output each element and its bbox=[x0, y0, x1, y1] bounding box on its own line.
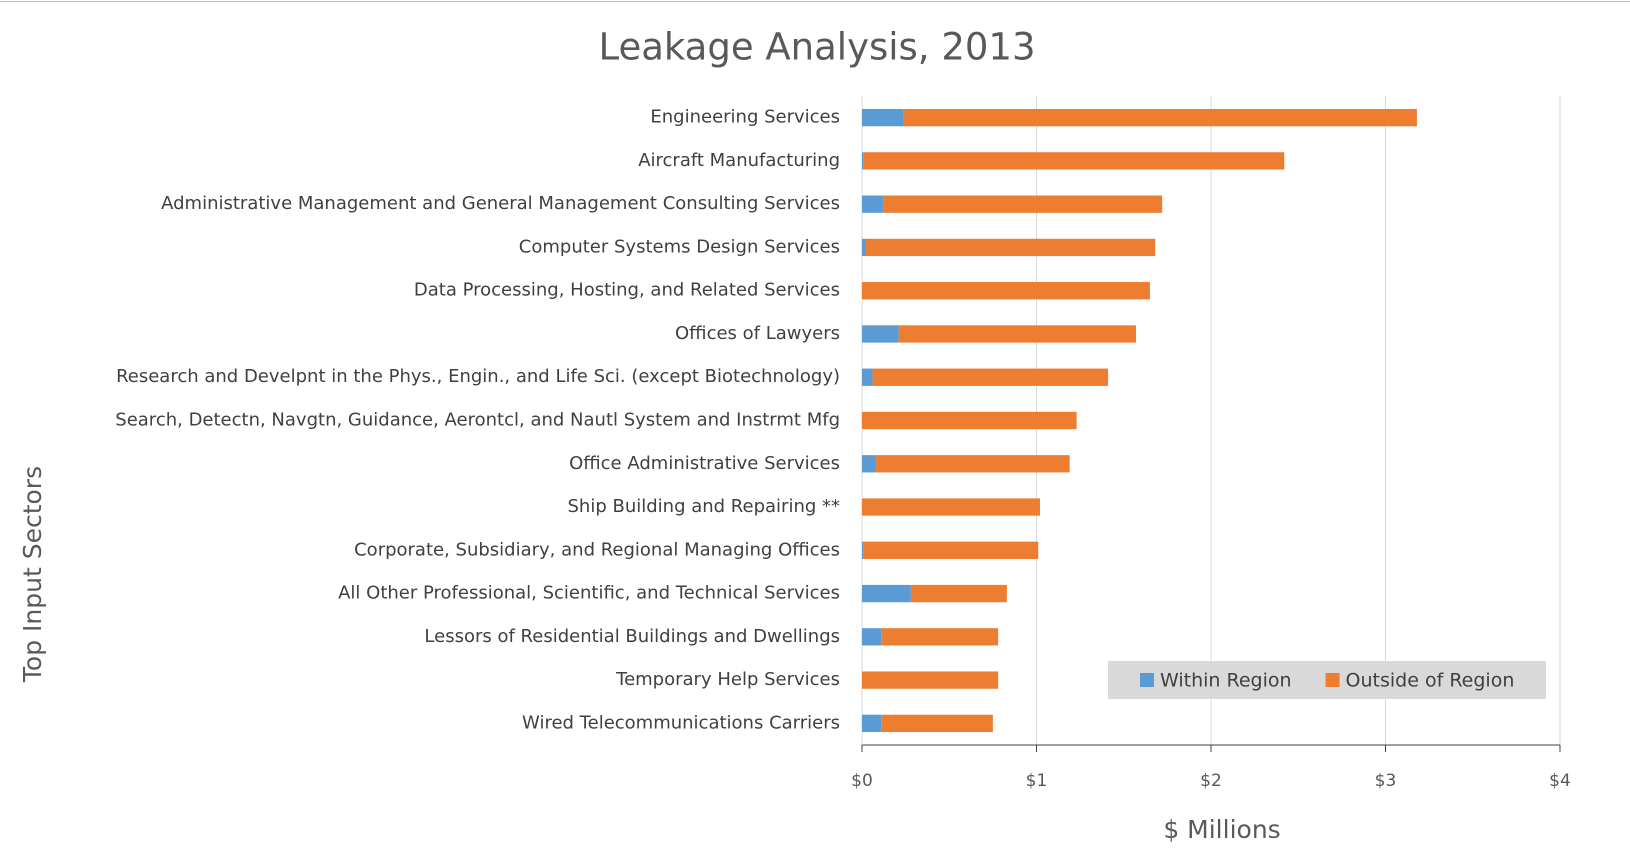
bar-segment bbox=[862, 628, 882, 646]
bar-segment bbox=[862, 671, 999, 689]
x-tick-label: $0 bbox=[851, 771, 873, 791]
bar-segment bbox=[862, 195, 883, 213]
legend-swatch bbox=[1140, 673, 1154, 687]
bar-segment bbox=[863, 152, 1285, 170]
legend-swatch bbox=[1325, 673, 1340, 687]
y-tick-label: Data Processing, Hosting, and Related Se… bbox=[414, 280, 840, 301]
y-tick-label: Office Administrative Services bbox=[569, 453, 840, 474]
bar-segment bbox=[898, 325, 1136, 343]
bar-segment bbox=[910, 584, 1007, 603]
bar-segment bbox=[865, 238, 1156, 257]
legend-label: Within Region bbox=[1160, 670, 1292, 692]
bar-segment bbox=[903, 108, 1417, 127]
y-tick-label: Temporary Help Services bbox=[615, 669, 840, 690]
y-tick-label: Wired Telecommunications Carriers bbox=[522, 712, 840, 733]
bar-segment bbox=[862, 238, 866, 257]
bar-segment bbox=[862, 152, 864, 170]
x-tick-label: $1 bbox=[1026, 771, 1048, 791]
bar-segment bbox=[862, 584, 911, 603]
y-tick-label: Administrative Management and General Ma… bbox=[161, 193, 840, 214]
bar-segment bbox=[875, 455, 1070, 473]
x-tick-label: $4 bbox=[1549, 771, 1571, 791]
y-tick-label: All Other Professional, Scientific, and … bbox=[338, 583, 840, 604]
bar-segment bbox=[862, 498, 1040, 516]
bar-segment bbox=[881, 714, 993, 733]
bar-segment bbox=[882, 195, 1163, 213]
bar-segment bbox=[862, 541, 864, 559]
y-tick-label: Search, Detectn, Navgtn, Guidance, Aeron… bbox=[115, 410, 840, 431]
bar-segment bbox=[862, 108, 904, 127]
y-axis-title: Top Input Sectors bbox=[18, 466, 47, 683]
y-tick-label: Ship Building and Repairing ** bbox=[568, 496, 841, 517]
y-tick-label: Research and Develpnt in the Phys., Engi… bbox=[116, 366, 840, 387]
y-tick-label: Lessors of Residential Buildings and Dwe… bbox=[424, 626, 840, 647]
bar-segment bbox=[862, 714, 882, 733]
y-tick-label: Computer Systems Design Services bbox=[519, 236, 840, 257]
y-tick-label: Aircraft Manufacturing bbox=[638, 150, 840, 171]
bar-segment bbox=[881, 628, 999, 646]
y-tick-label: Corporate, Subsidiary, and Regional Mana… bbox=[354, 539, 840, 560]
bar-segment bbox=[872, 368, 1109, 386]
bar-segment bbox=[862, 455, 876, 473]
x-tick-label: $3 bbox=[1375, 771, 1397, 791]
bar-segment bbox=[863, 541, 1039, 559]
bar-segment bbox=[862, 411, 1077, 430]
y-tick-label: Offices of Lawyers bbox=[675, 323, 840, 344]
x-tick-label: $2 bbox=[1200, 771, 1222, 791]
bar-segment bbox=[862, 282, 1150, 300]
chart-title: Leakage Analysis, 2013 bbox=[599, 26, 1036, 69]
bar-segment bbox=[862, 368, 873, 386]
x-axis-title: $ Millions bbox=[1163, 815, 1280, 844]
legend-label: Outside of Region bbox=[1346, 670, 1515, 692]
y-tick-label: Engineering Services bbox=[650, 107, 840, 128]
bar-segment bbox=[862, 325, 899, 343]
